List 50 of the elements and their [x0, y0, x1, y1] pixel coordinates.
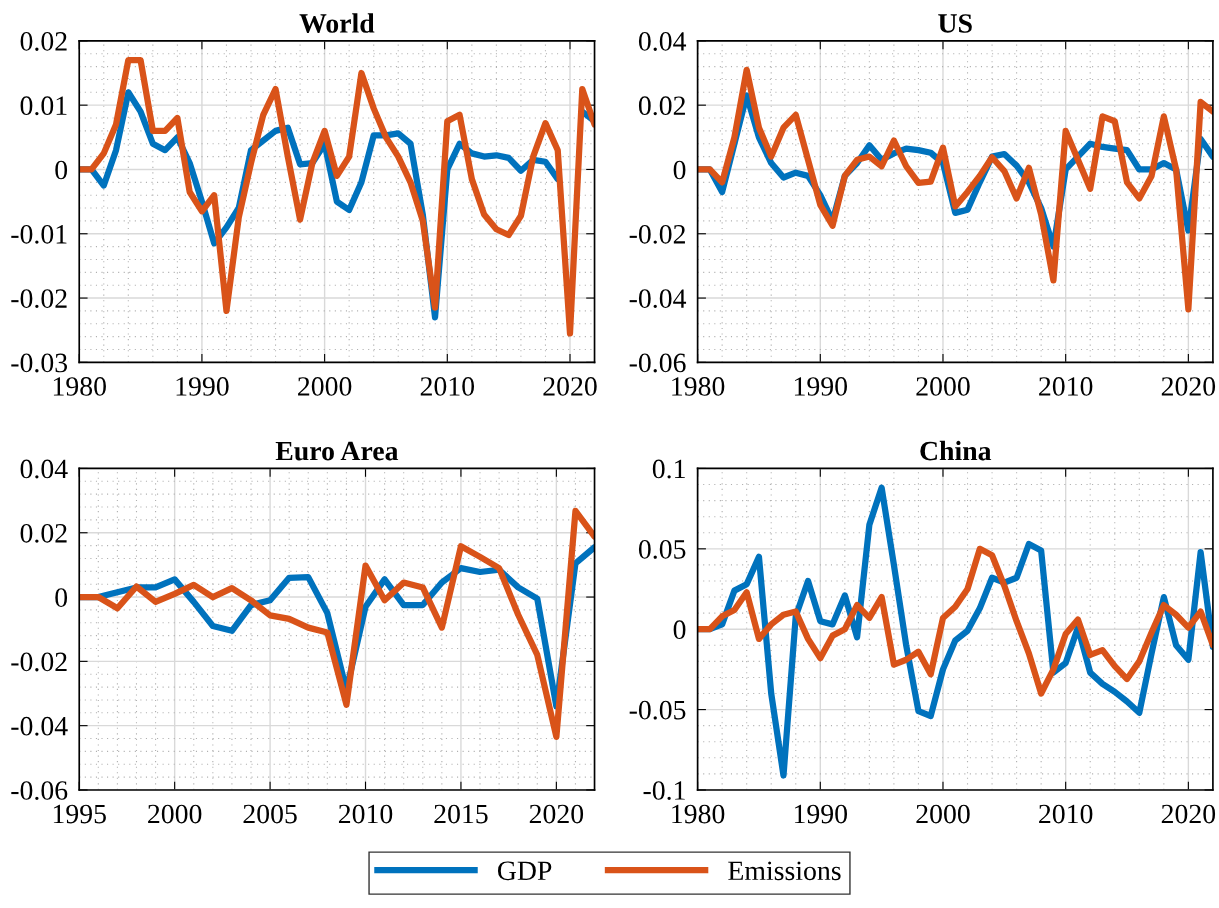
- y-tick-label: 0.02: [20, 523, 67, 543]
- x-tick-label: 2000: [148, 804, 202, 824]
- y-tick-label: -0.02: [11, 652, 67, 672]
- y-tick-label: 0.05: [638, 540, 686, 559]
- x-tick-label: 1980: [672, 377, 725, 396]
- chart-title: US: [938, 14, 972, 33]
- x-tick-label: 2020: [1161, 377, 1216, 396]
- y-tick-label: 0.1: [652, 459, 685, 479]
- x-tick-label: 2010: [1039, 804, 1093, 824]
- x-tick-label: 1990: [794, 377, 848, 396]
- x-tick-label: 2010: [1039, 377, 1093, 396]
- x-tick-label: 2020: [1161, 804, 1216, 824]
- y-tick-label: 0.02: [20, 32, 67, 51]
- y-tick-label: -0.02: [629, 224, 685, 244]
- x-tick-label: 1990: [176, 377, 229, 396]
- x-tick-label: 1995: [53, 804, 106, 824]
- y-tick-label: 0.01: [20, 96, 67, 116]
- y-tick-label: -0.04: [629, 289, 687, 309]
- x-tick-label: 2015: [434, 804, 488, 824]
- x-tick-label: 2005: [243, 804, 297, 824]
- x-tick-label: 2020: [543, 377, 597, 396]
- x-tick-label: 2020: [529, 804, 584, 824]
- chart-title: China: [920, 440, 992, 461]
- y-tick-label: 0: [55, 588, 68, 607]
- chart-title: World: [299, 13, 375, 33]
- y-tick-label: -0.01: [11, 224, 67, 244]
- x-tick-label: 1990: [794, 804, 848, 824]
- x-tick-label: 1980: [53, 377, 106, 396]
- x-tick-label: 1980: [672, 804, 725, 824]
- x-tick-label: 2000: [298, 377, 352, 396]
- x-tick-label: 2000: [916, 377, 970, 396]
- y-tick-label: -0.05: [629, 700, 686, 720]
- y-tick-label: -0.03: [11, 353, 68, 373]
- y-tick-label: 0.02: [638, 96, 685, 116]
- x-tick-label: 2010: [420, 377, 475, 396]
- y-tick-label: 0: [673, 160, 686, 180]
- y-tick-label: -0.02: [11, 289, 67, 309]
- y-tick-label: -0.1: [643, 781, 685, 800]
- y-tick-label: -0.06: [629, 353, 686, 373]
- y-tick-label: 0: [55, 160, 68, 180]
- y-tick-label: 0.04: [638, 32, 687, 51]
- chart-title: Euro Area: [275, 441, 399, 461]
- y-tick-label: 0: [673, 620, 686, 640]
- legend-label: GDP: [497, 861, 552, 881]
- y-tick-label: -0.04: [11, 716, 68, 736]
- y-tick-label: -0.06: [11, 781, 68, 800]
- x-tick-label: 2000: [916, 804, 970, 824]
- legend-label: Emissions: [728, 861, 841, 881]
- x-tick-label: 2010: [338, 804, 393, 824]
- y-tick-label: 0.04: [20, 459, 68, 479]
